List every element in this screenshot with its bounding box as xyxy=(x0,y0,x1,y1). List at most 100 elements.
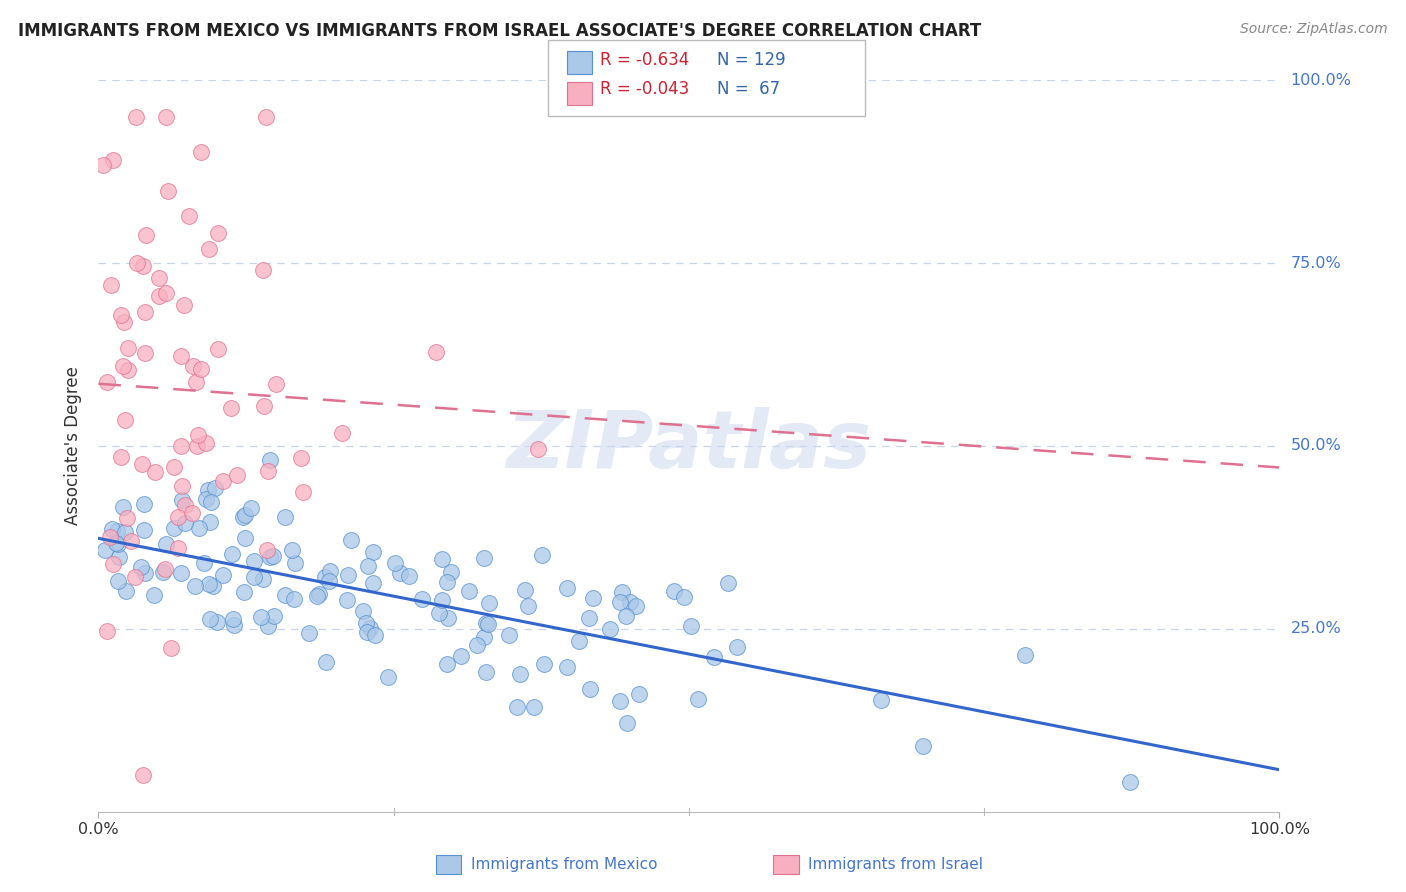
Point xyxy=(364,627,387,641)
Point xyxy=(717,576,740,591)
Point xyxy=(509,667,531,681)
Point xyxy=(336,593,359,607)
Point xyxy=(134,566,156,580)
Text: N =  67: N = 67 xyxy=(717,80,780,98)
Point xyxy=(411,592,433,607)
Point xyxy=(869,692,891,706)
Point xyxy=(110,308,132,322)
Point xyxy=(599,622,621,636)
Point xyxy=(198,515,221,529)
Point xyxy=(256,542,278,557)
Point xyxy=(173,298,195,312)
Point xyxy=(167,509,190,524)
Point xyxy=(108,549,131,564)
Point xyxy=(359,622,381,636)
Point xyxy=(200,495,222,509)
Point xyxy=(283,591,305,606)
Point xyxy=(105,535,128,549)
Point xyxy=(186,439,208,453)
Point xyxy=(440,565,463,579)
Point xyxy=(911,739,934,753)
Point xyxy=(256,464,278,478)
Point xyxy=(262,549,284,563)
Point xyxy=(274,588,297,602)
Point xyxy=(555,660,578,674)
Point xyxy=(458,583,481,598)
Point xyxy=(337,568,360,582)
Text: Source: ZipAtlas.com: Source: ZipAtlas.com xyxy=(1240,22,1388,37)
Point xyxy=(531,548,554,562)
Point xyxy=(523,700,546,714)
Point xyxy=(284,557,307,571)
Point xyxy=(188,521,211,535)
Point xyxy=(474,665,496,679)
Point xyxy=(430,551,453,566)
Point xyxy=(197,483,219,497)
Text: R = -0.043: R = -0.043 xyxy=(600,80,689,98)
Point xyxy=(340,533,363,547)
Point xyxy=(134,346,156,360)
Point xyxy=(361,576,384,591)
Point xyxy=(319,564,342,578)
Point xyxy=(202,579,225,593)
Point xyxy=(170,439,193,453)
Point xyxy=(389,566,412,581)
Point xyxy=(107,537,129,551)
Point xyxy=(134,304,156,318)
Point xyxy=(498,627,520,641)
Point xyxy=(152,566,174,580)
Point xyxy=(472,551,495,566)
Point xyxy=(190,145,212,159)
Point xyxy=(465,638,488,652)
Point xyxy=(101,522,124,536)
Point xyxy=(513,582,536,597)
Point xyxy=(664,584,686,599)
Point xyxy=(205,615,228,629)
Point xyxy=(361,545,384,559)
Point xyxy=(253,400,276,414)
Text: 50.0%: 50.0% xyxy=(1291,439,1341,453)
Text: 100.0%: 100.0% xyxy=(1291,73,1351,87)
Point xyxy=(225,468,247,483)
Point xyxy=(252,263,274,277)
Point xyxy=(96,375,118,389)
Point xyxy=(527,442,550,457)
Point xyxy=(174,516,197,531)
Point xyxy=(143,465,166,479)
Point xyxy=(155,537,177,551)
Point xyxy=(195,491,218,506)
Point xyxy=(221,547,243,561)
Point xyxy=(516,599,538,613)
Point xyxy=(183,579,205,593)
Point xyxy=(243,554,266,568)
Point xyxy=(679,619,702,633)
Point xyxy=(124,110,146,124)
Point xyxy=(257,619,280,633)
Point xyxy=(673,591,696,605)
Point xyxy=(211,474,233,488)
Point xyxy=(98,530,121,544)
Point xyxy=(352,604,374,618)
Point xyxy=(187,427,209,442)
Point xyxy=(259,452,281,467)
Text: 75.0%: 75.0% xyxy=(1291,256,1341,270)
Point xyxy=(134,523,156,537)
Point xyxy=(436,574,458,589)
Y-axis label: Associate's Degree: Associate's Degree xyxy=(65,367,83,525)
Point xyxy=(219,401,242,415)
Point xyxy=(619,595,641,609)
Point xyxy=(112,315,135,329)
Point xyxy=(172,493,194,508)
Point xyxy=(163,460,186,475)
Point xyxy=(579,682,602,697)
Point xyxy=(124,570,146,584)
Point xyxy=(101,153,124,167)
Point xyxy=(686,692,709,706)
Text: Immigrants from Mexico: Immigrants from Mexico xyxy=(471,857,658,871)
Point xyxy=(129,560,152,574)
Point xyxy=(222,618,245,632)
Point xyxy=(170,479,193,493)
Point xyxy=(1118,775,1140,789)
Point xyxy=(103,557,125,571)
Point xyxy=(274,509,297,524)
